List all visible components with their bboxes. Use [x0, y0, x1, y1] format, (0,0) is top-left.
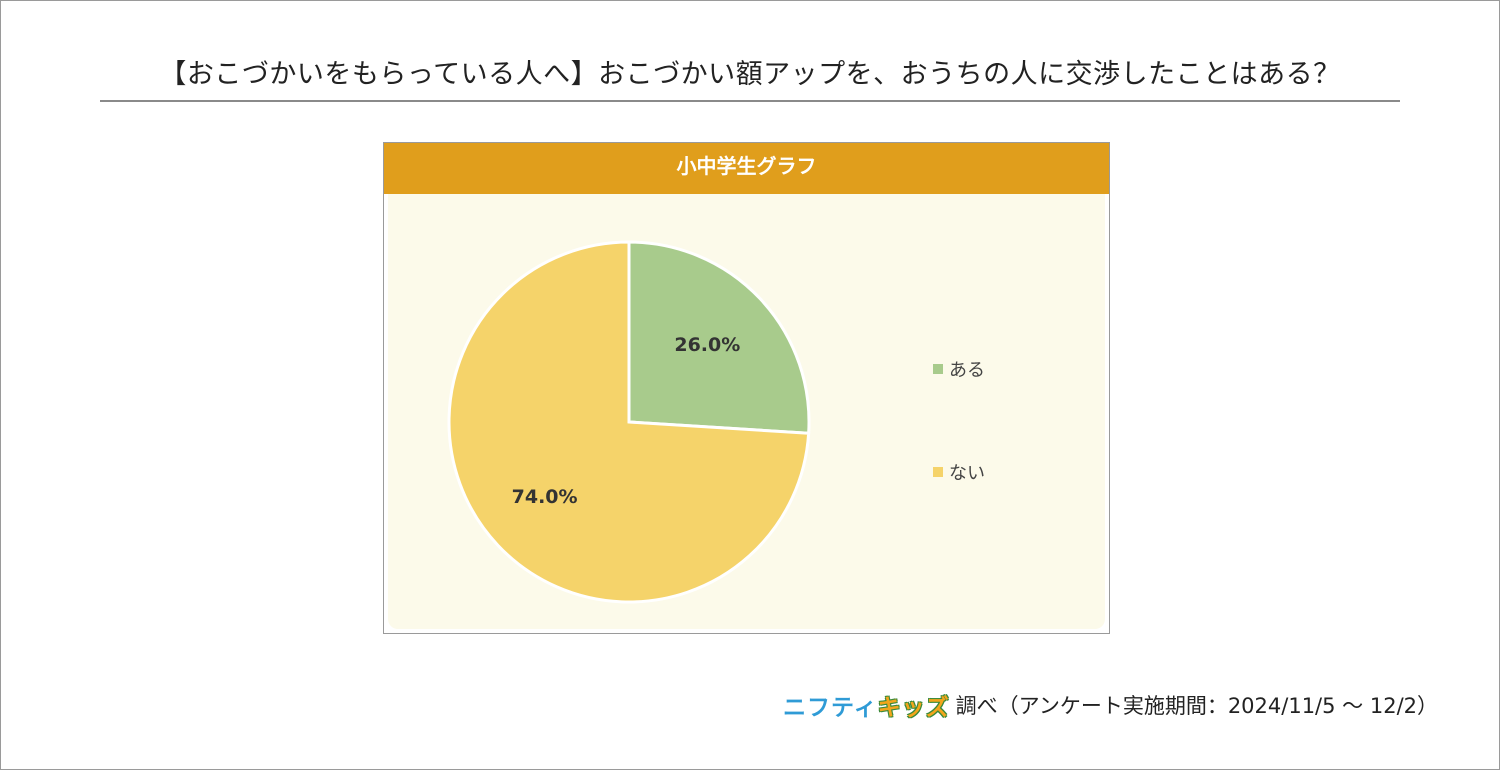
chart-area: 26.0% 74.0% ある ない: [388, 194, 1105, 629]
logo-nifty: ニフティ: [783, 695, 878, 721]
chart-panel: 小中学生グラフ 26.0% 74.0% ある ない: [383, 142, 1110, 634]
legend-swatch-nai: [933, 467, 943, 477]
slice-nai: [447, 240, 811, 604]
slice-label-aru: 26.0%: [674, 333, 741, 356]
pie-chart: [447, 240, 811, 604]
page-title: 【おこづかいをもらっている人へ】おこづかい額アップを、おうちの人に交渉したことは…: [159, 59, 1341, 90]
legend-swatch-aru: [933, 364, 943, 374]
legend-label-aru: ある: [949, 360, 985, 381]
slice-label-nai: 74.0%: [511, 486, 578, 509]
logo-kids: キッズ: [877, 695, 950, 721]
legend-item-aru: ある: [933, 356, 985, 382]
source-footer: ニフティ キッズ 調べ（アンケート実施期間：2024/11/5 ～ 12/2）: [783, 688, 1438, 722]
legend-label-nai: ない: [949, 463, 985, 484]
legend-item-nai: ない: [933, 459, 985, 485]
title-underline: [100, 100, 1400, 102]
slice-aru: [627, 240, 811, 435]
survey-note: 調べ（アンケート実施期間：2024/11/5 ～ 12/2）: [955, 694, 1438, 718]
chart-title: 小中学生グラフ: [384, 143, 1109, 194]
